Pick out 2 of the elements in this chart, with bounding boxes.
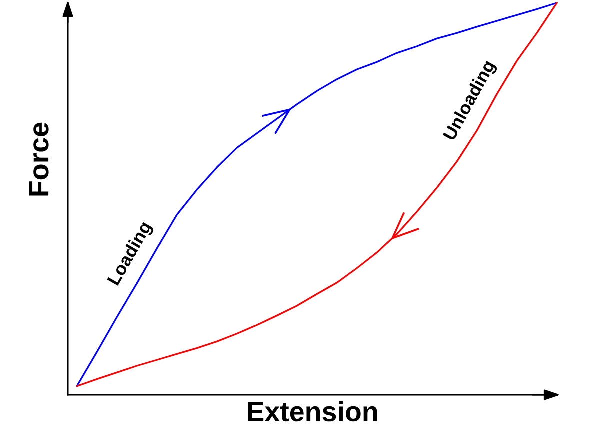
y-axis-title: Force — [29, 122, 49, 196]
x-axis-title: Extension — [248, 401, 378, 422]
